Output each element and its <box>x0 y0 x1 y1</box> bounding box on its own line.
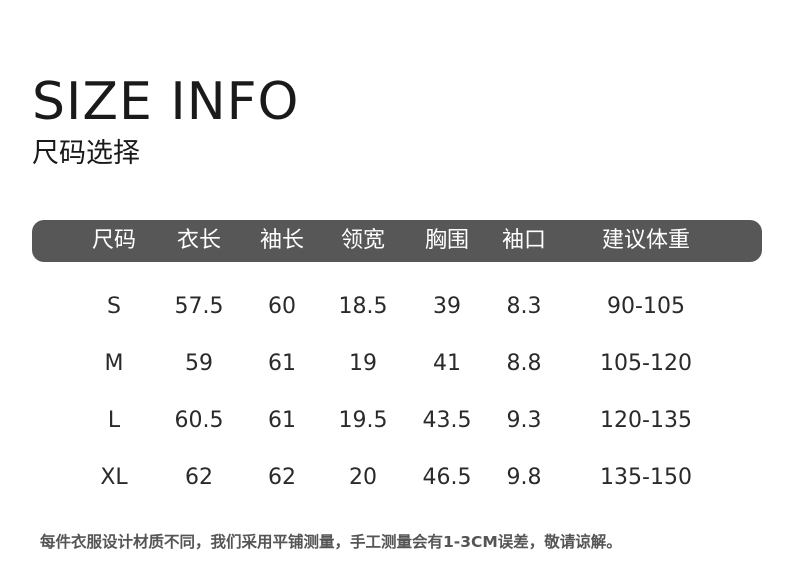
table-row: XL 62 62 20 46.5 9.8 135-150 <box>0 458 790 498</box>
table-cell: 46.5 <box>422 465 472 490</box>
table-row: S 57.5 60 18.5 39 8.3 90-105 <box>0 287 790 327</box>
column-header: 领宽 <box>340 228 386 253</box>
table-cell: XL <box>100 465 128 490</box>
table-cell: 43.5 <box>422 408 472 433</box>
table-cell: 62 <box>268 465 296 490</box>
column-header: 袖口 <box>501 228 547 253</box>
table-cell: 135-150 <box>600 465 692 490</box>
table-cell: 8.8 <box>506 351 542 376</box>
page-subtitle: 尺码选择 <box>32 138 140 169</box>
table-cell: 120-135 <box>600 408 692 433</box>
table-cell: 61 <box>268 351 296 376</box>
table-cell: 60 <box>268 294 296 319</box>
table-cell: M <box>104 351 124 376</box>
table-cell: 39 <box>433 294 461 319</box>
table-header: 尺码 衣长 袖长 领宽 胸围 袖口 建议体重 <box>32 220 762 262</box>
table-cell: 41 <box>433 351 461 376</box>
table-cell: 9.8 <box>506 465 542 490</box>
table-cell: 90-105 <box>607 294 685 319</box>
table-cell: 8.3 <box>506 294 542 319</box>
table-cell: 57.5 <box>174 294 224 319</box>
table-cell: 62 <box>185 465 213 490</box>
column-header: 尺码 <box>91 228 137 253</box>
table-cell: 9.3 <box>506 408 542 433</box>
table-cell: 59 <box>185 351 213 376</box>
table-cell: 19 <box>349 351 377 376</box>
column-header: 衣长 <box>176 228 222 253</box>
table-cell: 19.5 <box>338 408 388 433</box>
table-cell: 18.5 <box>338 294 388 319</box>
table-cell: 61 <box>268 408 296 433</box>
measurement-note: 每件衣服设计材质不同，我们采用平铺测量，手工测量会有1-3CM误差，敬请谅解。 <box>40 533 622 551</box>
column-header: 袖长 <box>259 228 305 253</box>
column-header: 胸围 <box>424 228 470 253</box>
table-cell: 105-120 <box>600 351 692 376</box>
table-cell: 60.5 <box>174 408 224 433</box>
page-title: SIZE INFO <box>32 72 300 132</box>
table-cell: L <box>107 408 121 433</box>
table-row: M 59 61 19 41 8.8 105-120 <box>0 344 790 384</box>
table-row: L 60.5 61 19.5 43.5 9.3 120-135 <box>0 401 790 441</box>
column-header: 建议体重 <box>601 228 691 253</box>
table-cell: S <box>107 294 121 319</box>
table-cell: 20 <box>349 465 377 490</box>
